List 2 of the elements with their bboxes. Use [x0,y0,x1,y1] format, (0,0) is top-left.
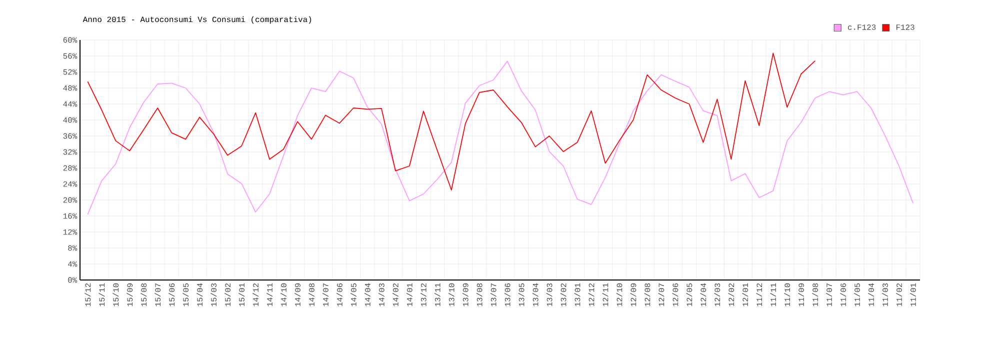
line-series [87,60,914,215]
line-series [87,52,816,190]
